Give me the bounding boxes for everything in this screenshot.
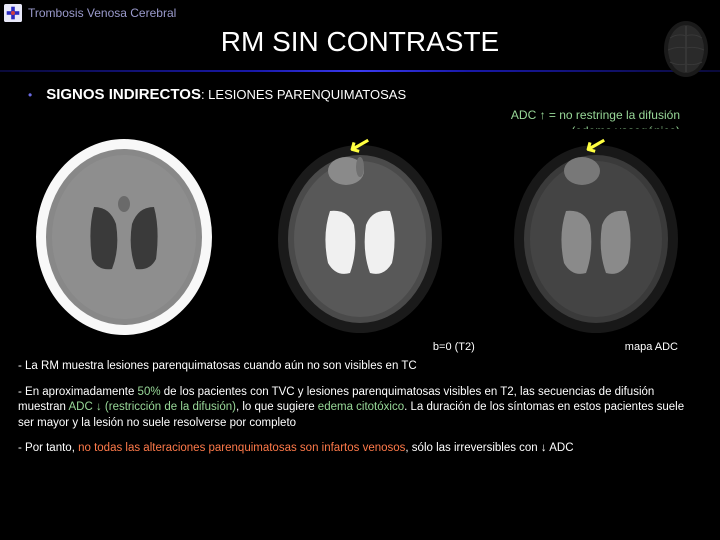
brain-thumbnail <box>660 18 712 80</box>
adc-scan-image: ↙ <box>490 129 702 339</box>
adc-highlight: ADC ↓ (restricción de la difusión) <box>69 401 236 413</box>
paragraph-2: - En aproximadamente 50% de los paciente… <box>18 385 702 432</box>
signos-label: SIGNOS INDIRECTOS <box>46 86 201 103</box>
label-b0: b=0 (T2) <box>433 341 475 353</box>
title-underline <box>0 70 720 72</box>
ct-scan-image <box>18 129 230 339</box>
title-row: RM SIN CONTRASTE <box>0 24 720 72</box>
pct-highlight: 50% <box>138 386 161 398</box>
label-mapa: mapa ADC <box>625 341 678 353</box>
red-highlight: no todas las alteraciones parenquimatosa… <box>78 442 405 454</box>
lesiones-label: : LESIONES PARENQUIMATOSAS <box>201 87 406 102</box>
breadcrumb: Trombosis Venosa Cerebral <box>28 6 176 20</box>
scan-row: ↙ ↙ <box>14 129 706 339</box>
body-text: - La RM muestra lesiones parenquimatosas… <box>14 359 706 457</box>
image-labels: b=0 (T2) mapa ADC <box>14 339 706 359</box>
bullet-icon: • <box>28 88 32 102</box>
t2-scan-image: ↙ <box>254 129 466 339</box>
section-heading: • SIGNOS INDIRECTOS: LESIONES PARENQUIMA… <box>14 86 706 104</box>
content-area: • SIGNOS INDIRECTOS: LESIONES PARENQUIMA… <box>0 72 720 457</box>
logo-icon <box>4 4 22 22</box>
adc-line1: ADC ↑ = no restringe la difusión <box>511 108 680 122</box>
paragraph-1: - La RM muestra lesiones parenquimatosas… <box>18 359 702 375</box>
page-title: RM SIN CONTRASTE <box>0 24 720 58</box>
edema-highlight: edema citotóxico <box>318 401 404 413</box>
header-bar: Trombosis Venosa Cerebral <box>0 0 720 24</box>
paragraph-3: - Por tanto, no todas las alteraciones p… <box>18 441 702 457</box>
